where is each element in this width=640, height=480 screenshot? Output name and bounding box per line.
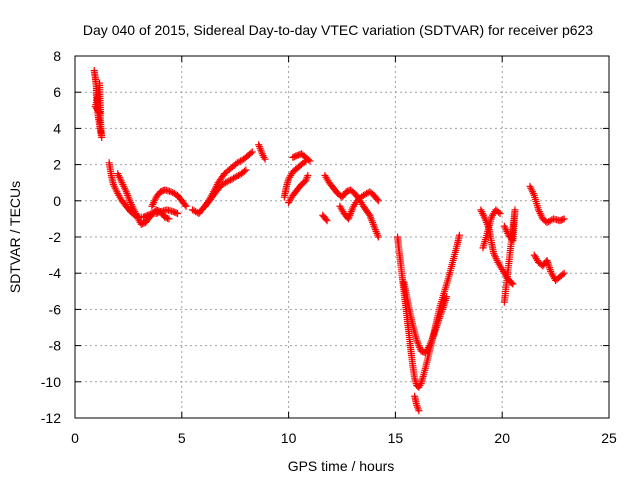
chart-title: Day 040 of 2015, Sidereal Day-to-day VTE… [83, 22, 593, 38]
y-tick-label: 2 [53, 157, 61, 173]
y-tick-label: 4 [53, 120, 61, 136]
x-tick-label: 20 [494, 430, 510, 446]
data-point [165, 215, 173, 223]
data-point [323, 217, 331, 225]
data-point [96, 108, 104, 116]
data-point [374, 233, 382, 241]
data-point [415, 407, 423, 415]
data-point [496, 209, 504, 217]
data-point [305, 156, 313, 164]
grid [75, 56, 609, 418]
y-tick-label: -12 [41, 410, 61, 426]
data-point [373, 195, 381, 203]
data-point [247, 149, 255, 157]
data-point [546, 217, 554, 225]
data-point [545, 264, 553, 272]
data-point [300, 158, 308, 166]
data-point [500, 298, 508, 306]
data-points [90, 66, 568, 415]
x-tick-label: 15 [388, 430, 404, 446]
y-tick-label: -2 [49, 229, 62, 245]
data-point [560, 269, 568, 277]
y-tick-label: 6 [53, 84, 61, 100]
data-point [240, 167, 248, 175]
x-tick-label: 0 [71, 430, 79, 446]
data-point [495, 208, 503, 216]
data-point [172, 209, 180, 217]
y-tick-label: 8 [53, 48, 61, 64]
data-point [560, 215, 568, 223]
data-point [174, 209, 182, 217]
data-point [509, 280, 517, 288]
data-point [374, 197, 382, 205]
data-point [559, 216, 567, 224]
data-point [164, 214, 172, 222]
y-tick-label: -10 [41, 374, 61, 390]
y-tick-label: -8 [49, 338, 62, 354]
data-point [261, 155, 269, 163]
data-point [304, 171, 312, 179]
data-point [443, 293, 451, 301]
y-tick-label: -4 [49, 265, 62, 281]
x-tick-label: 25 [601, 430, 617, 446]
data-point [306, 157, 314, 165]
x-tick-label: 10 [281, 430, 297, 446]
x-tick-label: 5 [178, 430, 186, 446]
y-tick-label: -6 [49, 301, 62, 317]
data-point [242, 166, 250, 174]
axis-ticks: 0 5 10 15 20 25 -12 -10 -8 -6 -4 -2 0 2 4 6 8 [41, 48, 617, 446]
data-point [322, 215, 330, 223]
data-point [181, 201, 189, 209]
data-point [413, 403, 421, 411]
data-point [455, 231, 463, 239]
data-point [363, 190, 371, 198]
y-axis-label: SDTVAR / TECUs [7, 181, 23, 293]
data-point [96, 79, 104, 87]
data-point [248, 148, 256, 156]
y-tick-label: 0 [53, 193, 61, 209]
x-axis-label: GPS time / hours [288, 458, 395, 474]
data-point [182, 202, 190, 210]
data-point [559, 270, 567, 278]
